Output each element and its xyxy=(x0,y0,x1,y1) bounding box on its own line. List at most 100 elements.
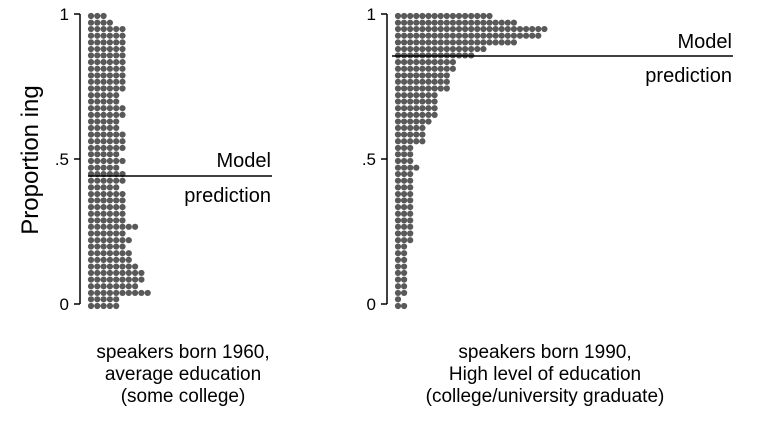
data-dot xyxy=(94,32,101,39)
data-dot xyxy=(407,78,414,85)
data-dot xyxy=(100,223,107,230)
data-dot xyxy=(94,19,101,26)
y-axis-ticks: 1 .5 0 xyxy=(55,5,80,314)
data-dot xyxy=(437,59,444,66)
model-prediction-label-line1: Model xyxy=(678,31,732,53)
data-dot xyxy=(100,45,107,53)
data-dot xyxy=(119,138,126,145)
data-dot xyxy=(431,19,438,26)
data-dot xyxy=(87,164,95,171)
data-dot xyxy=(394,118,402,125)
data-dot xyxy=(462,19,469,26)
data-dot xyxy=(106,111,113,118)
data-dot xyxy=(87,25,95,33)
data-dot xyxy=(401,197,408,204)
data-dot xyxy=(486,25,493,33)
data-dot xyxy=(504,32,511,39)
caption-line: average education xyxy=(104,364,262,385)
data-dot xyxy=(407,131,414,138)
data-dot xyxy=(407,39,414,46)
data-dot xyxy=(394,204,402,211)
data-dot xyxy=(138,289,145,297)
data-dot xyxy=(462,32,469,39)
data-dot xyxy=(407,105,414,112)
data-dot xyxy=(106,230,113,237)
data-dot xyxy=(106,25,113,33)
data-dot xyxy=(431,92,438,99)
data-dot xyxy=(419,131,426,138)
data-dot xyxy=(486,32,493,39)
data-dot xyxy=(498,39,505,46)
data-dot xyxy=(401,170,408,178)
data-dot xyxy=(437,85,444,92)
data-dot xyxy=(113,289,120,297)
data-dot xyxy=(401,276,408,283)
data-dot xyxy=(407,25,414,33)
data-dot xyxy=(87,59,95,66)
data-dot xyxy=(119,256,126,263)
dot-bins-left xyxy=(87,12,151,310)
data-dot xyxy=(87,131,95,138)
data-dot xyxy=(413,98,420,105)
data-dot xyxy=(100,243,107,250)
data-dot xyxy=(529,25,536,33)
data-dot xyxy=(100,92,107,99)
data-dot xyxy=(106,151,113,158)
data-dot xyxy=(468,19,475,26)
data-dot xyxy=(455,12,463,20)
data-dot xyxy=(119,283,126,290)
data-dot xyxy=(94,78,101,85)
data-dot xyxy=(125,263,132,270)
data-dot xyxy=(94,39,101,46)
data-dot xyxy=(462,12,469,20)
data-dot xyxy=(94,177,101,184)
data-dot xyxy=(443,12,450,20)
data-dot xyxy=(100,105,107,112)
data-dot xyxy=(449,59,456,66)
tick-label-0: 0 xyxy=(367,295,376,314)
data-dot xyxy=(119,223,126,230)
data-dot xyxy=(94,269,101,277)
data-dot xyxy=(407,217,414,224)
data-dot xyxy=(106,269,113,277)
data-dot xyxy=(94,302,101,310)
data-dot xyxy=(394,39,402,46)
data-dot xyxy=(94,223,101,230)
data-dot xyxy=(119,45,126,53)
data-dot xyxy=(419,138,426,145)
data-dot xyxy=(449,12,456,20)
data-dot xyxy=(113,237,120,244)
data-dot xyxy=(132,223,139,230)
data-dot xyxy=(486,39,493,46)
data-dot xyxy=(106,45,113,53)
data-dot xyxy=(394,92,402,99)
data-dot xyxy=(474,39,481,46)
data-dot xyxy=(492,25,499,33)
data-dot xyxy=(401,230,408,237)
data-dot xyxy=(87,302,95,310)
data-dot xyxy=(113,184,120,191)
data-dot xyxy=(106,263,113,270)
panel-right-caption: speakers born 1990, High level of educat… xyxy=(390,342,700,408)
data-dot xyxy=(87,19,95,26)
caption-line: speakers born 1990, xyxy=(458,342,632,363)
data-dot xyxy=(106,223,113,230)
data-dot xyxy=(401,32,408,39)
data-dot xyxy=(87,12,95,20)
data-dot xyxy=(119,276,126,283)
data-dot xyxy=(87,237,95,244)
data-dot xyxy=(419,25,426,33)
data-dot xyxy=(87,39,95,46)
data-dot xyxy=(125,283,132,290)
data-dot xyxy=(94,256,101,263)
tick-label-1: 1 xyxy=(367,5,376,24)
data-dot xyxy=(407,170,414,178)
data-dot xyxy=(413,85,420,92)
data-dot xyxy=(100,250,107,257)
data-dot xyxy=(498,25,505,33)
data-dot xyxy=(113,105,120,112)
data-dot xyxy=(106,65,113,72)
data-dot xyxy=(106,190,113,198)
data-dot xyxy=(437,12,444,20)
data-dot xyxy=(94,243,101,250)
